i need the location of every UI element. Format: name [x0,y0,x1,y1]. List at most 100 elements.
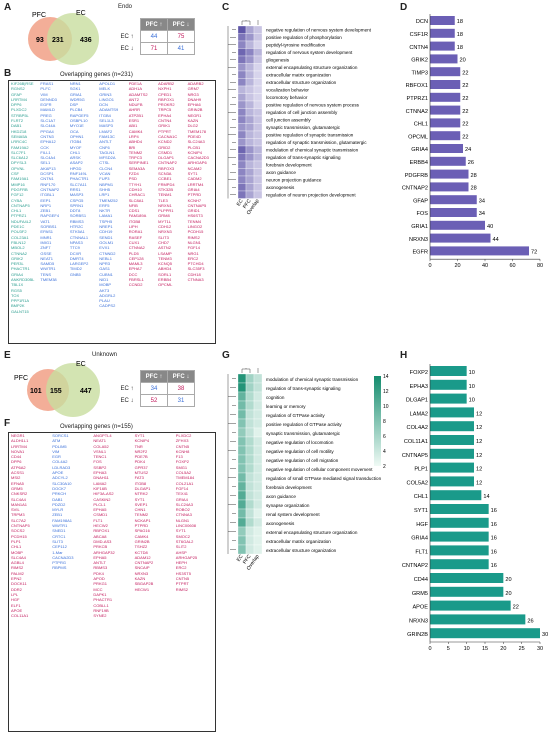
bar-value-label: 22 [462,96,468,102]
heatmap-row-label: regulation of trans-synaptic signaling [266,155,341,160]
heatmap-cell [245,93,255,102]
bar-category-label: CNTNAP5 [402,453,428,459]
gene-label: VCAN [99,171,111,177]
bar-value-label: 12 [476,425,482,431]
gene-label: NR2F2 [134,448,148,454]
gene-label: CTSL [99,160,110,166]
gene-label: NRXN1 [158,202,172,208]
gene-label: PTPRD [134,523,149,529]
heatmap-cell [253,183,263,192]
gene-label: EPHA5 [93,507,107,513]
x-tick-label: 25 [519,646,525,652]
gene-label: PTPRZ1 [11,213,27,219]
panel-b-gene-column: ADARB2 GRM7 NRG3 DNAH9 EPHA6 GRIN2B NEGR1 KAZN D… [188,81,209,282]
heatmap-col-label: PFC [242,553,253,565]
venn-e-only1: 101 [30,388,42,395]
bar [430,448,474,459]
bar-value-label: 18 [457,19,463,25]
heatmap-row-label: external encapsulating structure organiz… [266,530,358,535]
table-a-col1: PFC ↑ [140,18,168,31]
gene-label: FOS [93,459,102,465]
heatmap-row-label: vocalization behavior [266,88,309,93]
gene-label: KCNH8 [175,448,190,454]
gene-label: CTNNA2 [11,250,28,256]
gene-label: ERC2 [175,565,187,571]
gene-label: DDR2 [11,586,22,592]
gene-label: CACNA1C [158,133,178,139]
gene-label: TRPC3 [128,155,142,161]
gene-label: AKAP13 [40,165,56,171]
gene-label: GFAP [11,91,22,97]
bar-value-label: 22 [462,70,468,76]
gene-label: RBFOX3 [158,165,175,171]
gene-label: CD44 [11,454,22,460]
heatmap-row-label: gliogenesis [266,58,290,63]
bar [430,233,491,243]
heatmap-cell [245,70,255,79]
bar-value-label: 14 [483,494,489,500]
gene-label: HECW2 [93,523,108,529]
gene-label: F13 [175,454,183,460]
gene-label: DCXR [69,250,82,256]
heatmap-cell [237,115,247,124]
gene-label: SORL1 [158,271,172,277]
gene-label: SEMA3A [128,165,145,171]
bar-category-label: CTNNA2 [406,109,428,115]
gene-label: NRN1 [69,81,81,86]
gene-label: FGF12 [11,192,24,198]
gene-label: SNCAIP [134,565,150,571]
gene-label: CNTNAP5 [11,523,30,529]
gene-label: PDK4 [93,570,104,576]
gene-label: DAPK1 [93,591,107,597]
gene-label: ANT2 [128,96,139,102]
gene-label: TENM2 [134,512,149,518]
gene-label: ITGB8 [134,480,147,486]
gene-label: GRM5 [11,485,23,491]
gene-label: PRKCB [93,544,108,550]
gene-label: PDE7B [134,454,148,460]
heatmap-cell [245,535,255,546]
table-a-c22: 41 [167,42,195,55]
gene-label: SLC1A7 [40,118,56,124]
gene-label: ST6GAL2 [175,538,194,544]
gene-label: GPR37 [134,464,148,470]
heatmap-cell [237,463,247,474]
gene-label: NREP1 [99,224,113,230]
heatmap-cell [245,490,255,501]
gene-label: RAPGEF5 [69,112,89,118]
dendrogram [227,20,259,199]
gene-label: CDH10 [128,186,142,192]
gene-label: CTNNAL1 [69,234,89,240]
bar [430,118,461,128]
gene-label: CEP112 [52,544,67,550]
heatmap-col-label: EC [236,198,245,207]
gene-label: CTNNA3 [187,276,204,282]
gene-label: GRID1 [187,208,200,214]
heatmap-cell [245,78,255,87]
heatmap-cell [245,382,255,393]
bar-category-label: PDGFRB [405,173,429,179]
gene-label: CDH19 [99,229,113,235]
gene-label: PDK4 [134,459,146,465]
bar [430,421,474,432]
heatmap-cell [253,168,263,177]
heatmap-cell [245,175,255,184]
gene-label: CNTN3 [40,133,54,139]
gene-label: ITGBL1 [40,192,55,198]
heatmap-cell [253,481,263,492]
table-e-row1: EC ↑ [120,385,134,392]
legend-tick: 8 [383,419,386,425]
bar-category-label: RBFOX1 [406,83,428,89]
gene-label: CSPG5 [69,197,84,203]
gene-label: DLGAP1 [158,155,174,161]
x-tick-label: 80 [537,263,543,267]
bar-value-label: 72 [531,250,537,256]
gene-label: ERF5 [99,202,110,208]
x-tick-label: 30 [537,646,543,652]
gene-label: LSAMP [158,250,172,256]
heatmap-cell [237,175,247,184]
heatmap-cell [237,55,247,64]
heatmap-cell [253,40,263,49]
gene-label: SVIL [11,507,20,513]
gene-label: OPHN1 [69,133,84,139]
